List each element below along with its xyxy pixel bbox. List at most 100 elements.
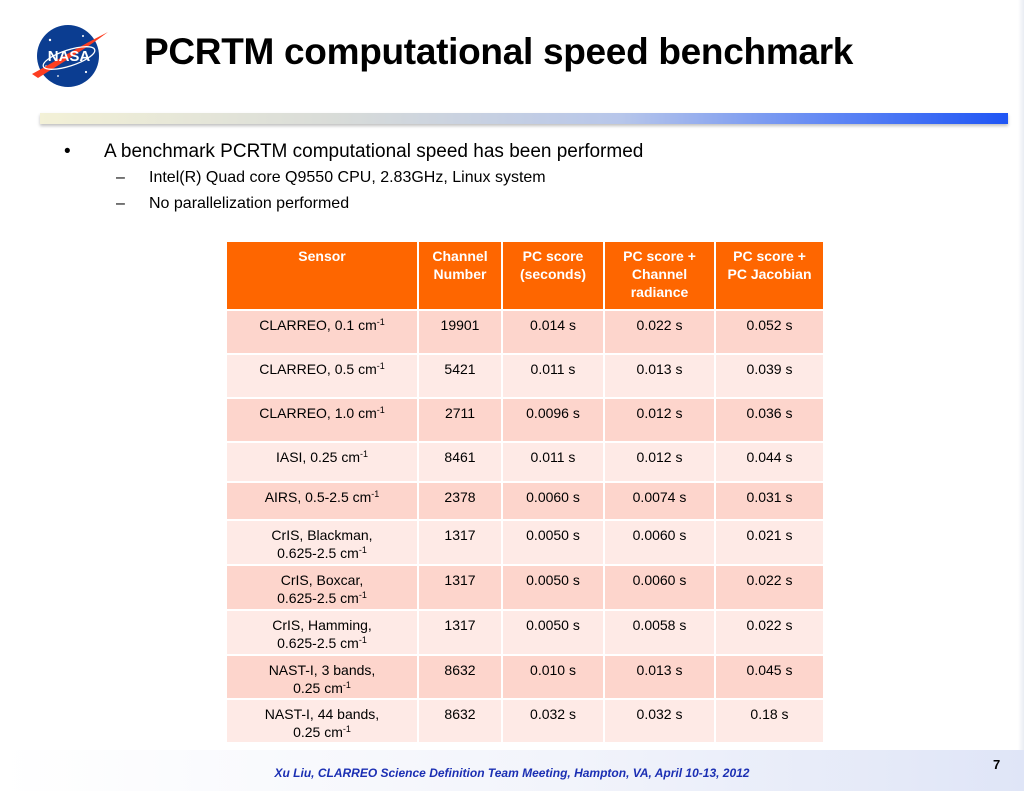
sub-bullet-parallel: No parallelization performed	[149, 195, 350, 212]
cell-pc-score-radiance: 0.032 s	[603, 698, 716, 744]
cell-sensor: NAST-I, 3 bands, 0.25 cm-1	[225, 654, 419, 700]
title-underline-bar	[40, 113, 1008, 124]
cell-sensor: CLARREO, 0.1 cm-1	[225, 309, 419, 355]
header-sensor: Sensor	[225, 240, 419, 311]
header-text: radiance	[630, 284, 689, 300]
cell-pc-score-jacobian: 0.039 s	[714, 353, 825, 399]
header-text: PC score	[522, 248, 584, 264]
main-bullet: A benchmark PCRTM computational speed ha…	[104, 141, 644, 162]
unit-exponent: -1	[342, 724, 351, 734]
header-text: PC score +	[623, 248, 696, 264]
sensor-name: NAST-I, 44 bands,	[264, 706, 380, 722]
table-row: CrIS, Hamming, 0.625-2.5 cm-1 1317 0.0050 s…	[225, 609, 825, 656]
slide-right-edge	[1018, 0, 1024, 791]
cell-pc-score-radiance: 0.012 s	[603, 397, 716, 443]
sensor-name: CLARREO, 1.0 cm	[259, 405, 377, 421]
cell-sensor: IASI, 0.25 cm-1	[225, 441, 419, 483]
cell-pc-score: 0.011 s	[501, 353, 605, 399]
table-row: IASI, 0.25 cm-1 8461 0.011 s 0.012 s 0.044 s	[225, 441, 825, 483]
sensor-name: CLARREO, 0.5 cm	[259, 361, 377, 377]
header-text: Sensor	[298, 248, 346, 264]
cell-sensor: CrIS, Hamming, 0.625-2.5 cm-1	[225, 609, 419, 656]
cell-pc-score-jacobian: 0.036 s	[714, 397, 825, 443]
table-row: CrIS, Blackman, 0.625-2.5 cm-1 1317 0.0050 …	[225, 519, 825, 566]
sub-bullet-marker: –	[116, 169, 125, 186]
cell-channel-number: 19901	[417, 309, 503, 355]
unit-exponent: -1	[360, 449, 369, 459]
cell-pc-score-radiance: 0.0060 s	[603, 564, 716, 611]
cell-pc-score-jacobian: 0.022 s	[714, 609, 825, 656]
cell-pc-score: 0.0096 s	[501, 397, 605, 443]
footer-band	[0, 750, 1024, 791]
cell-pc-score: 0.014 s	[501, 309, 605, 355]
header-text: Channel	[432, 248, 488, 264]
cell-pc-score-jacobian: 0.031 s	[714, 481, 825, 521]
header-pc-score: PC score (seconds)	[501, 240, 605, 311]
cell-pc-score-jacobian: 0.044 s	[714, 441, 825, 483]
cell-pc-score-radiance: 0.013 s	[603, 353, 716, 399]
bullet-marker: •	[64, 141, 71, 162]
sensor-name: AIRS, 0.5-2.5 cm	[264, 489, 372, 505]
sensor-resolution: 0.25 cm	[293, 680, 343, 696]
cell-channel-number: 8461	[417, 441, 503, 483]
nasa-logo: NASA	[32, 25, 108, 87]
header-text: PC Jacobian	[727, 266, 812, 282]
cell-channel-number: 2711	[417, 397, 503, 443]
header-text: PC score +	[733, 248, 806, 264]
sensor-resolution: 0.625-2.5 cm	[277, 545, 359, 561]
sensor-resolution: 0.625-2.5 cm	[277, 590, 359, 606]
cell-pc-score-jacobian: 0.022 s	[714, 564, 825, 611]
unit-exponent: -1	[358, 635, 367, 645]
cell-pc-score-jacobian: 0.021 s	[714, 519, 825, 566]
unit-exponent: -1	[358, 545, 367, 555]
table-row: NAST-I, 3 bands, 0.25 cm-1 8632 0.010 s 0.01…	[225, 654, 825, 700]
cell-pc-score: 0.032 s	[501, 698, 605, 744]
cell-channel-number: 2378	[417, 481, 503, 521]
cell-sensor: AIRS, 0.5-2.5 cm-1	[225, 481, 419, 521]
page-number: 7	[993, 757, 1001, 772]
cell-channel-number: 8632	[417, 654, 503, 700]
cell-sensor: NAST-I, 44 bands, 0.25 cm-1	[225, 698, 419, 744]
nasa-logo-text: NASA	[48, 48, 91, 65]
table-row: CLARREO, 1.0 cm-1 2711 0.0096 s 0.012 s 0.03…	[225, 397, 825, 443]
cell-sensor: CrIS, Blackman, 0.625-2.5 cm-1	[225, 519, 419, 566]
cell-pc-score: 0.0060 s	[501, 481, 605, 521]
unit-exponent: -1	[376, 405, 385, 415]
cell-pc-score-radiance: 0.013 s	[603, 654, 716, 700]
sensor-name: CrIS, Hamming,	[272, 617, 372, 633]
cell-pc-score: 0.0050 s	[501, 564, 605, 611]
cell-pc-score-jacobian: 0.045 s	[714, 654, 825, 700]
slide-title: PCRTM computational speed benchmark	[144, 31, 854, 72]
cell-pc-score-radiance: 0.022 s	[603, 309, 716, 355]
header-pc-score-jacobian: PC score + PC Jacobian	[714, 240, 825, 311]
header-channel-number: Channel Number	[417, 240, 503, 311]
header-pc-score-radiance: PC score + Channel radiance	[603, 240, 716, 311]
cell-pc-score: 0.0050 s	[501, 519, 605, 566]
sensor-name: NAST-I, 3 bands,	[268, 662, 376, 678]
cell-pc-score-radiance: 0.0060 s	[603, 519, 716, 566]
cell-pc-score-jacobian: 0.052 s	[714, 309, 825, 355]
table-body: CLARREO, 0.1 cm-1 19901 0.014 s 0.022 s 0.05…	[225, 309, 825, 744]
cell-pc-score-radiance: 0.012 s	[603, 441, 716, 483]
sensor-name: IASI, 0.25 cm	[275, 449, 361, 465]
header-text: (seconds)	[519, 266, 587, 282]
sub-bullet-marker: –	[116, 195, 125, 212]
cell-pc-score: 0.0050 s	[501, 609, 605, 656]
unit-exponent: -1	[376, 317, 385, 327]
cell-pc-score: 0.010 s	[501, 654, 605, 700]
sensor-name: CrIS, Boxcar,	[280, 572, 364, 588]
sensor-resolution: 0.25 cm	[293, 724, 343, 740]
unit-exponent: -1	[371, 489, 380, 499]
cell-pc-score-jacobian: 0.18 s	[714, 698, 825, 744]
cell-channel-number: 5421	[417, 353, 503, 399]
cell-pc-score-radiance: 0.0074 s	[603, 481, 716, 521]
table-header-row: Sensor Channel Number PC score (seconds)…	[225, 240, 825, 311]
header-text: Channel	[631, 266, 688, 282]
sensor-name: CrIS, Blackman,	[271, 527, 373, 543]
table-row: CLARREO, 0.1 cm-1 19901 0.014 s 0.022 s 0.05…	[225, 309, 825, 355]
cell-sensor: CLARREO, 0.5 cm-1	[225, 353, 419, 399]
cell-sensor: CLARREO, 1.0 cm-1	[225, 397, 419, 443]
unit-exponent: -1	[342, 680, 351, 690]
table-row: CLARREO, 0.5 cm-1 5421 0.011 s 0.013 s 0.039…	[225, 353, 825, 399]
sensor-name: CLARREO, 0.1 cm	[259, 317, 377, 333]
